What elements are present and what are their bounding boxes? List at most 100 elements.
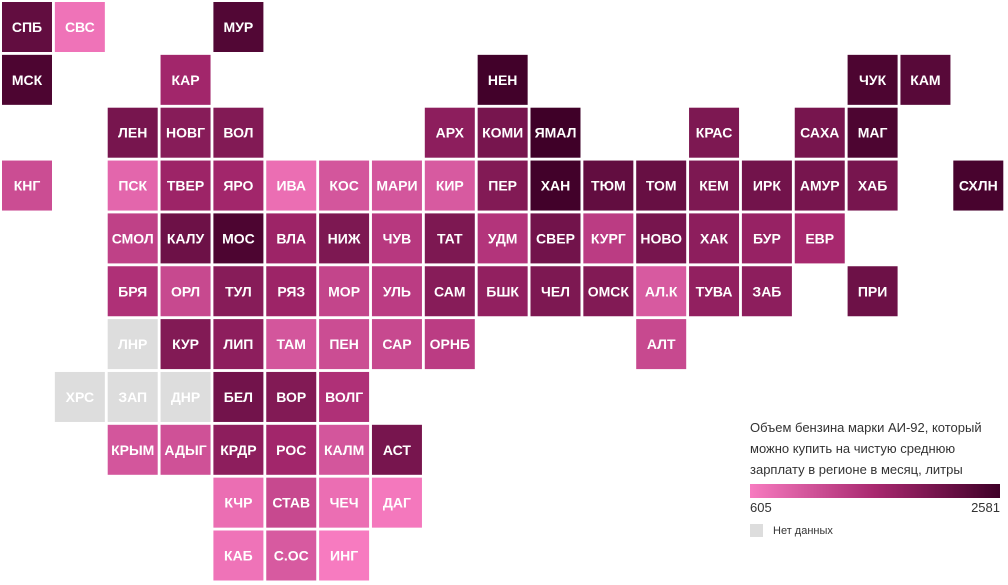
- tile-label: ЕВР: [805, 230, 834, 246]
- tile-САР: САР: [371, 319, 422, 370]
- tile-label: КАР: [172, 72, 200, 88]
- tile-rect: [424, 107, 475, 158]
- tile-rect: [530, 160, 581, 211]
- tile-ИРК: ИРК: [741, 160, 792, 211]
- tile-СМОЛ: СМОЛ: [107, 213, 158, 264]
- tile-label: КАБ: [224, 548, 253, 564]
- tile-ТОМ: ТОМ: [636, 160, 687, 211]
- tile-МОР: МОР: [319, 266, 370, 317]
- legend-min-label: 605: [750, 500, 772, 515]
- tile-СПБ: СПБ: [2, 2, 52, 52]
- tile-СВЕР: СВЕР: [530, 213, 581, 264]
- tile-label: АМУР: [800, 178, 840, 194]
- tile-rect: [319, 266, 370, 317]
- tile-ТВЕР: ТВЕР: [160, 160, 211, 211]
- tile-rect: [54, 2, 105, 52]
- tile-rect: [213, 319, 264, 370]
- tile-label: ТЮМ: [591, 178, 626, 194]
- tile-rect: [583, 160, 634, 211]
- tile-rect: [847, 54, 898, 105]
- tile-rect: [583, 266, 634, 317]
- tile-label: АДЫГ: [164, 442, 206, 458]
- tile-rect: [424, 266, 475, 317]
- tile-rect: [530, 266, 581, 317]
- tile-label: СВС: [65, 19, 95, 35]
- tile-НОВО: НОВО: [636, 213, 687, 264]
- tile-rect: [371, 213, 422, 264]
- tile-label: КОМИ: [482, 125, 523, 141]
- tile-КУР: КУР: [160, 319, 211, 370]
- tile-label: САХА: [800, 125, 839, 141]
- tile-label: ЛНР: [118, 336, 147, 352]
- tile-label: ХАН: [541, 178, 571, 194]
- tile-rect: [266, 371, 317, 422]
- tile-rect: [424, 160, 475, 211]
- tile-ЯМАЛ: ЯМАЛ: [530, 107, 581, 158]
- tile-label: КНГ: [14, 178, 41, 194]
- tile-rect: [2, 160, 52, 211]
- tile-ХАК: ХАК: [689, 213, 740, 264]
- tile-rect: [371, 266, 422, 317]
- tile-label: ВОЛ: [223, 125, 253, 141]
- tile-label: ПСК: [118, 178, 147, 194]
- tile-rect: [213, 424, 264, 475]
- tile-rect: [741, 160, 792, 211]
- tile-label: БШК: [486, 283, 519, 299]
- tile-rect: [794, 107, 845, 158]
- tile-label: ЯРО: [223, 178, 253, 194]
- tile-ВОЛ: ВОЛ: [213, 107, 264, 158]
- tile-label: С.ОС: [274, 548, 309, 564]
- nodata-swatch: [750, 524, 763, 537]
- tile-ТАТ: ТАТ: [424, 213, 475, 264]
- tile-label: РЯЗ: [277, 283, 305, 299]
- tile-rect: [319, 371, 370, 422]
- tile-rect: [160, 54, 211, 105]
- tile-ВОР: ВОР: [266, 371, 317, 422]
- tile-КАР: КАР: [160, 54, 211, 105]
- tile-rect: [266, 266, 317, 317]
- tile-НОВГ: НОВГ: [160, 107, 211, 158]
- tile-КЕМ: КЕМ: [689, 160, 740, 211]
- tile-НИЖ: НИЖ: [319, 213, 370, 264]
- tile-label: КАЛМ: [324, 442, 364, 458]
- tile-rect: [636, 160, 687, 211]
- tile-rect: [213, 371, 264, 422]
- tile-rect: [371, 319, 422, 370]
- tile-ТУЛ: ТУЛ: [213, 266, 264, 317]
- tile-rect: [213, 160, 264, 211]
- tile-МУР: МУР: [213, 2, 264, 52]
- tile-rect: [107, 371, 158, 422]
- tile-ЗАБ: ЗАБ: [741, 266, 792, 317]
- tile-ЧУВ: ЧУВ: [371, 213, 422, 264]
- tile-ЯРО: ЯРО: [213, 160, 264, 211]
- tile-rect: [319, 477, 370, 528]
- tile-label: МОР: [328, 283, 360, 299]
- tile-КОМИ: КОМИ: [477, 107, 528, 158]
- tile-КЧР: КЧР: [213, 477, 264, 528]
- tile-rect: [2, 2, 52, 52]
- legend-nodata-label: Нет данных: [773, 524, 833, 537]
- tile-АЛТ: АЛТ: [636, 319, 687, 370]
- tile-rect: [794, 160, 845, 211]
- tile-rect: [160, 266, 211, 317]
- tile-МАГ: МАГ: [847, 107, 898, 158]
- tile-label: ЛИП: [223, 336, 253, 352]
- tile-ДАГ: ДАГ: [371, 477, 422, 528]
- tile-label: САР: [382, 336, 411, 352]
- tile-КОС: КОС: [319, 160, 370, 211]
- tile-label: УДМ: [488, 230, 518, 246]
- tile-АМУР: АМУР: [794, 160, 845, 211]
- legend-scale: 605 2581: [750, 498, 1000, 516]
- tile-label: КУРГ: [591, 230, 626, 246]
- tile-АЛ.К: АЛ.К: [636, 266, 687, 317]
- tile-rect: [160, 319, 211, 370]
- tile-label: ВОЛГ: [325, 389, 363, 405]
- tile-label: БЕЛ: [224, 389, 253, 405]
- tile-label: ВОР: [276, 389, 306, 405]
- tile-label: НОВО: [640, 230, 682, 246]
- tile-label: ЧЕЧ: [330, 495, 359, 511]
- tile-label: ИНГ: [330, 548, 358, 564]
- tile-label: СВЕР: [536, 230, 575, 246]
- tile-ОРЛ: ОРЛ: [160, 266, 211, 317]
- tile-СТАВ: СТАВ: [266, 477, 317, 528]
